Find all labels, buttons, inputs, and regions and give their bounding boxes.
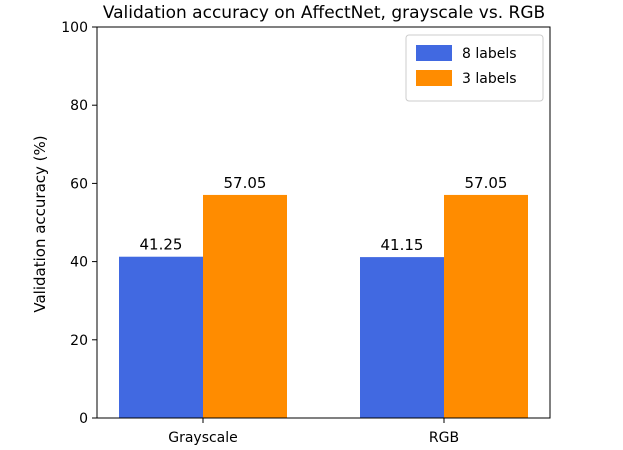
legend: 8 labels 3 labels xyxy=(405,34,544,102)
y-tick-label: 100 xyxy=(61,20,88,36)
bar-8-labels-grayscale xyxy=(119,256,203,418)
y-tick-label: 20 xyxy=(70,333,88,349)
legend-swatch xyxy=(416,70,452,86)
plot-frame xyxy=(96,26,551,419)
chart-title: Validation accuracy on AffectNet, graysc… xyxy=(103,3,545,23)
y-axis-label: Validation accuracy (%) xyxy=(31,135,49,312)
legend-swatch xyxy=(416,45,452,61)
data-label: 57.05 xyxy=(465,174,508,192)
legend-label: 3 labels xyxy=(462,71,517,87)
y-tick-label: 80 xyxy=(70,98,88,114)
data-label: 41.25 xyxy=(140,236,183,254)
bar-3-labels-grayscale xyxy=(203,194,287,418)
data-label: 57.05 xyxy=(224,174,267,192)
x-tick-label: Grayscale xyxy=(168,430,238,446)
plot-area: 41.25 41.15 57.05 57.05 0 20 40 60 80 100 Grayscal… xyxy=(61,20,551,446)
y-tick-label: 0 xyxy=(79,411,88,427)
legend-box xyxy=(405,34,544,102)
bar-8-labels-rgb xyxy=(360,257,444,418)
y-tick-label: 60 xyxy=(70,176,88,192)
x-tick-label: RGB xyxy=(429,430,459,446)
data-label: 41.15 xyxy=(381,236,424,254)
bar-3-labels-rgb xyxy=(444,194,528,418)
y-tick-label: 40 xyxy=(70,255,88,271)
legend-label: 8 labels xyxy=(462,46,517,62)
